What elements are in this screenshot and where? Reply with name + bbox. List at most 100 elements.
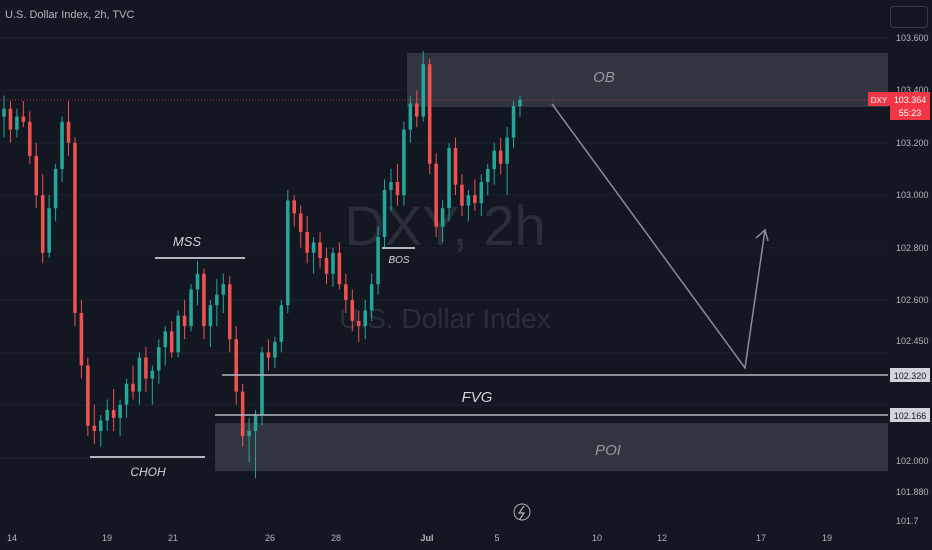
candle-body	[215, 294, 219, 306]
x-tick-label: 21	[168, 533, 178, 543]
candle-body	[466, 195, 471, 206]
candle-body	[157, 347, 161, 371]
candle-body	[434, 163, 438, 227]
candle-body	[350, 299, 355, 321]
candle-body	[382, 189, 387, 238]
candle-body	[505, 137, 509, 164]
x-tick-label: Jul	[420, 533, 433, 543]
x-tick-label: 5	[494, 533, 499, 543]
candle-body	[240, 391, 245, 437]
y-tick-label: 101.880	[896, 487, 929, 497]
toolbar-button[interactable]	[890, 6, 928, 28]
y-tick-label: 102.600	[896, 295, 929, 305]
candle-body	[98, 420, 103, 431]
y-tick-label: 103.600	[896, 33, 929, 43]
candle-body	[344, 284, 348, 300]
candle-body	[144, 357, 148, 379]
candle-body	[8, 108, 13, 130]
candle-body	[111, 409, 116, 418]
candle-body	[253, 415, 258, 431]
candle-body	[105, 409, 109, 421]
candle-body	[318, 242, 322, 259]
x-tick-label: 19	[102, 533, 112, 543]
candle-body	[21, 116, 26, 122]
candle-body	[331, 252, 335, 274]
candle-body	[498, 150, 503, 164]
candle-body	[66, 121, 71, 143]
candle-body	[305, 231, 309, 253]
x-tick-label: 14	[7, 533, 17, 543]
candle-body	[47, 208, 51, 253]
x-tick-label: 26	[265, 533, 275, 543]
fvg-label: FVG	[462, 389, 493, 406]
poi-label: POI	[595, 442, 621, 459]
last-price-badge: DXY 103.364 55:23	[868, 92, 930, 120]
x-tick-label: 28	[331, 533, 341, 543]
fvg-bottom-price-label: 102.166	[890, 408, 930, 422]
y-tick-label: 101.7	[896, 516, 919, 526]
candle-body	[408, 103, 413, 130]
candle-body	[208, 305, 213, 327]
candle-body	[221, 284, 226, 295]
time-axis[interactable]: 14 19 21 26 28 Jul 5 10 12 17 19	[7, 533, 832, 543]
price-label-text: 102.166	[894, 411, 927, 421]
candle-body	[53, 168, 58, 209]
y-tick-label: 103.200	[896, 138, 929, 148]
candle-body	[421, 64, 426, 117]
candle-body	[2, 108, 6, 117]
countdown-value: 55:23	[899, 108, 922, 118]
symbol-badge-text: DXY	[871, 96, 888, 105]
candle-body	[79, 313, 84, 366]
candle-body	[292, 200, 297, 214]
candle-body	[86, 365, 90, 426]
candle-body	[247, 430, 251, 437]
poi-price-label: 102.000	[896, 456, 929, 466]
candle-body	[518, 99, 522, 107]
candle-body	[427, 64, 432, 164]
fvg-top-price-label: 102.320	[890, 368, 930, 382]
candle-body	[92, 425, 97, 431]
y-tick-label: 103.000	[896, 190, 929, 200]
candle-body	[479, 182, 484, 204]
candle-body	[189, 289, 193, 327]
candle-body	[182, 315, 187, 327]
candle-body	[356, 320, 361, 327]
x-tick-label: 17	[756, 533, 766, 543]
candle-body	[137, 357, 142, 392]
candle-body	[60, 121, 64, 169]
price-label-text: 102.320	[894, 371, 927, 381]
candle-body	[363, 310, 367, 327]
y-tick-label: 103.400	[896, 85, 929, 95]
x-tick-label: 10	[592, 533, 602, 543]
lightning-icon[interactable]	[513, 503, 531, 521]
projection-path	[551, 103, 766, 370]
candle-body	[73, 142, 77, 314]
candle-body	[124, 383, 129, 405]
watermark-name: U.S. Dollar Index	[339, 303, 551, 334]
candle-body	[279, 305, 284, 342]
candle-body	[34, 155, 39, 196]
candles-group	[2, 51, 522, 479]
y-tick-label: 102.800	[896, 243, 929, 253]
candle-body	[402, 129, 406, 196]
last-price-value: 103.364	[894, 95, 927, 105]
candle-body	[118, 404, 122, 418]
candle-body	[473, 195, 477, 204]
candle-body	[163, 331, 168, 348]
candle-body	[266, 352, 271, 358]
candle-body	[169, 331, 174, 353]
candle-body	[485, 168, 490, 183]
price-axis[interactable]: 103.600 103.400 103.200 103.000 102.800 …	[896, 33, 929, 526]
candle-body	[150, 370, 155, 379]
candle-body	[337, 252, 342, 285]
x-tick-label: 19	[822, 533, 832, 543]
candle-body	[195, 273, 200, 290]
candle-body	[492, 150, 496, 169]
candle-body	[176, 315, 180, 353]
y-tick-label: 102.450	[896, 336, 929, 346]
candle-body	[202, 273, 206, 327]
candle-body	[511, 106, 516, 138]
candle-body	[376, 237, 380, 285]
candle-body	[131, 383, 135, 392]
